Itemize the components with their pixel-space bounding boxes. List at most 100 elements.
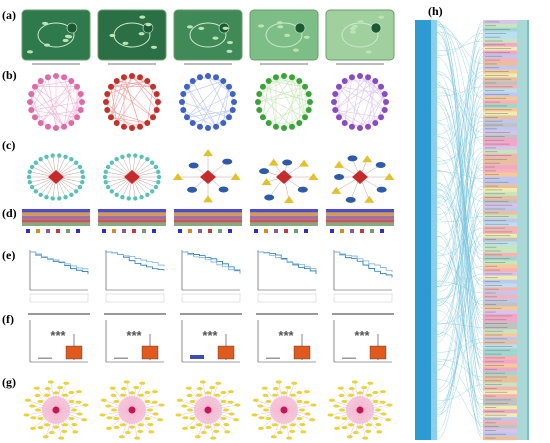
node <box>200 430 207 435</box>
node <box>361 385 368 390</box>
target-label <box>485 304 497 305</box>
node <box>114 157 119 162</box>
node <box>234 403 241 407</box>
node <box>194 435 201 439</box>
edge <box>359 391 384 411</box>
node <box>372 399 379 404</box>
target-label <box>485 265 498 267</box>
significance: *** <box>278 328 294 343</box>
edge <box>146 86 154 124</box>
node <box>281 391 287 395</box>
node <box>100 398 107 402</box>
node <box>137 74 144 81</box>
legend-strip <box>260 63 308 65</box>
node <box>379 400 386 404</box>
survival-curve <box>106 251 165 267</box>
node <box>105 164 111 170</box>
target-label <box>485 262 506 263</box>
survival-curve <box>334 251 393 273</box>
node <box>332 90 339 97</box>
edge <box>55 404 86 411</box>
node <box>68 390 75 395</box>
node <box>80 179 85 185</box>
node <box>118 435 125 439</box>
node <box>57 196 62 201</box>
heat-band <box>174 219 242 223</box>
node <box>258 416 265 420</box>
edge <box>121 409 133 437</box>
edge <box>45 409 57 437</box>
edge <box>31 101 83 111</box>
flow <box>436 378 484 424</box>
node <box>53 73 59 79</box>
target-label <box>485 216 509 218</box>
edge <box>349 409 361 437</box>
node <box>308 173 319 180</box>
node <box>62 423 68 427</box>
legend-strip <box>336 63 384 65</box>
heat-band <box>98 219 166 223</box>
flow <box>436 23 484 431</box>
target-node <box>483 161 517 166</box>
nucleus <box>294 22 306 34</box>
edge <box>116 409 133 428</box>
node <box>68 120 75 127</box>
edge <box>275 76 306 88</box>
plot-title <box>28 313 90 315</box>
node <box>265 425 272 430</box>
node <box>104 107 111 114</box>
target-label <box>485 326 508 328</box>
legend-key <box>178 229 182 233</box>
node <box>196 393 202 397</box>
box-tumor <box>65 345 83 360</box>
cell <box>325 9 395 61</box>
node <box>29 164 35 170</box>
edge <box>123 122 148 128</box>
edge <box>110 80 118 118</box>
legend-key <box>340 229 344 233</box>
edge <box>131 391 156 411</box>
edge <box>110 86 118 124</box>
node <box>296 399 303 404</box>
edge <box>375 80 387 103</box>
node <box>209 385 216 390</box>
flow <box>436 206 484 435</box>
edge <box>26 409 57 416</box>
edge <box>375 101 387 124</box>
legend-key <box>36 229 40 233</box>
edge <box>273 409 285 437</box>
legend-key <box>228 229 232 233</box>
edge <box>283 383 295 411</box>
edge <box>359 409 384 415</box>
node <box>176 398 183 402</box>
plot-title <box>256 313 318 315</box>
target-node <box>483 65 517 70</box>
node <box>381 90 388 97</box>
legend-key <box>56 229 60 233</box>
node <box>252 398 259 402</box>
chloroplast <box>150 45 157 49</box>
target-node <box>483 126 517 131</box>
node <box>129 125 135 131</box>
target-node <box>483 184 517 189</box>
node <box>375 161 386 168</box>
node <box>289 123 296 130</box>
edge <box>123 388 133 411</box>
node <box>213 123 220 130</box>
target-label <box>485 422 496 424</box>
node <box>34 393 41 397</box>
node <box>105 404 112 408</box>
edge <box>197 409 209 437</box>
heat-band <box>174 209 242 213</box>
edge <box>47 388 57 411</box>
node <box>224 430 231 434</box>
legend-key <box>26 229 30 233</box>
box-normal <box>114 357 128 359</box>
node <box>24 398 31 402</box>
target-node <box>483 294 517 299</box>
node <box>341 120 348 127</box>
legend-key <box>66 229 70 233</box>
edge <box>207 409 237 420</box>
box-normal <box>266 357 280 359</box>
node <box>61 123 68 130</box>
